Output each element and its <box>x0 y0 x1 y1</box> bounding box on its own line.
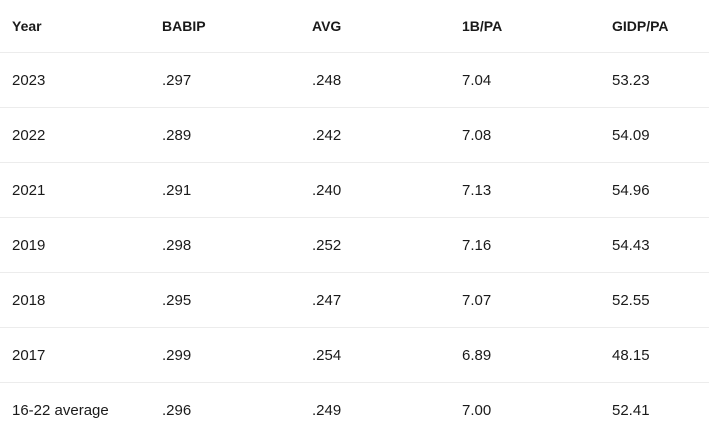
table-cell: .297 <box>150 53 300 108</box>
table-cell: 7.16 <box>450 218 600 273</box>
table-cell: 2021 <box>0 163 150 218</box>
table-cell: 52.41 <box>600 383 709 437</box>
table-cell: 2023 <box>0 53 150 108</box>
table-cell: .249 <box>300 383 450 437</box>
table-cell: 53.23 <box>600 53 709 108</box>
table-cell: 2018 <box>0 273 150 328</box>
table-cell: .291 <box>150 163 300 218</box>
table-cell: 7.08 <box>450 108 600 163</box>
table-cell: 6.89 <box>450 328 600 383</box>
table-cell: .240 <box>300 163 450 218</box>
table-cell: .296 <box>150 383 300 437</box>
table-cell: .247 <box>300 273 450 328</box>
header-cell: GIDP/PA <box>600 0 709 53</box>
table-cell: 48.15 <box>600 328 709 383</box>
table-cell: 7.04 <box>450 53 600 108</box>
table-cell: .298 <box>150 218 300 273</box>
table-cell: 54.96 <box>600 163 709 218</box>
table-cell: 7.07 <box>450 273 600 328</box>
table-cell: .299 <box>150 328 300 383</box>
header-cell: 1B/PA <box>450 0 600 53</box>
table-cell: .295 <box>150 273 300 328</box>
table-cell: 2019 <box>0 218 150 273</box>
table-cell: 52.55 <box>600 273 709 328</box>
table-cell: 16-22 average <box>0 383 150 437</box>
header-cell: AVG <box>300 0 450 53</box>
table-cell: 2022 <box>0 108 150 163</box>
table-cell: 54.09 <box>600 108 709 163</box>
table-cell: .252 <box>300 218 450 273</box>
table-cell: 54.43 <box>600 218 709 273</box>
table-cell: .248 <box>300 53 450 108</box>
header-cell: BABIP <box>150 0 300 53</box>
table-cell: .242 <box>300 108 450 163</box>
table-cell: 7.13 <box>450 163 600 218</box>
table-cell: 2017 <box>0 328 150 383</box>
header-cell: Year <box>0 0 150 53</box>
table-cell: 7.00 <box>450 383 600 437</box>
table-cell: .254 <box>300 328 450 383</box>
table-cell: .289 <box>150 108 300 163</box>
